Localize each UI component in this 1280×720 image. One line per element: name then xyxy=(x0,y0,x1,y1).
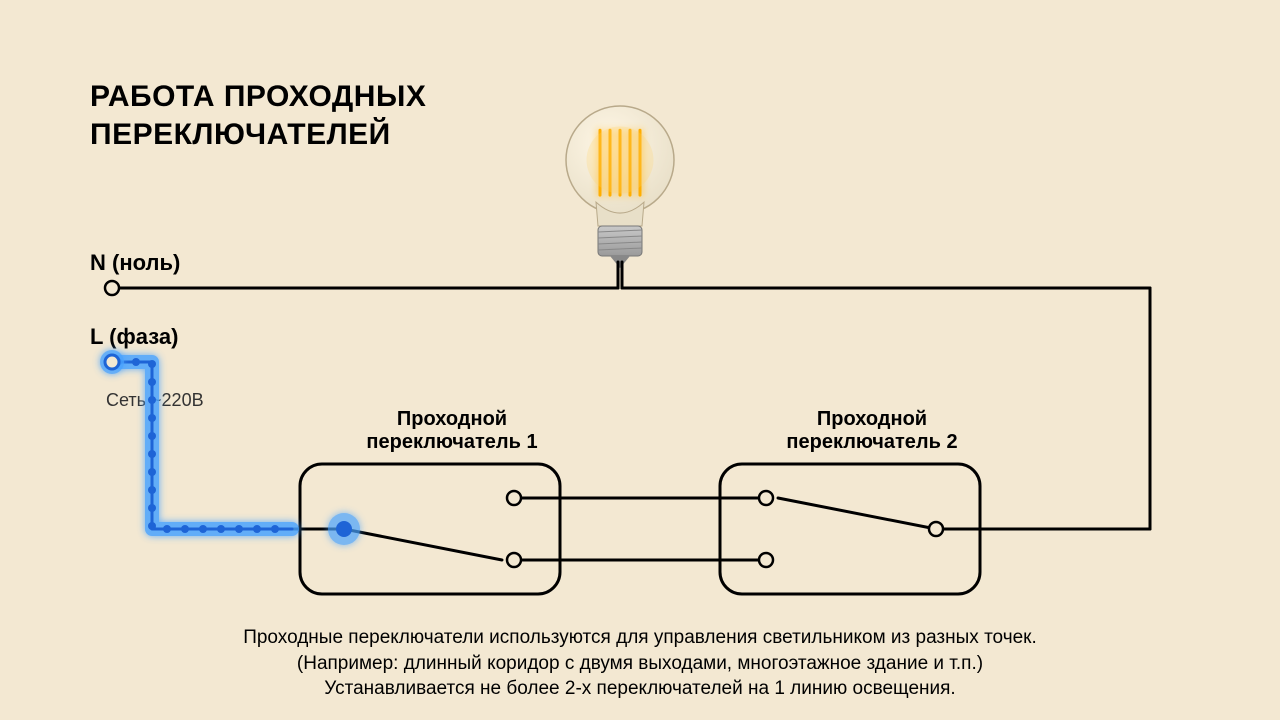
wiring-diagram xyxy=(0,0,1280,720)
footnote: Проходные переключатели используются для… xyxy=(0,625,1280,702)
